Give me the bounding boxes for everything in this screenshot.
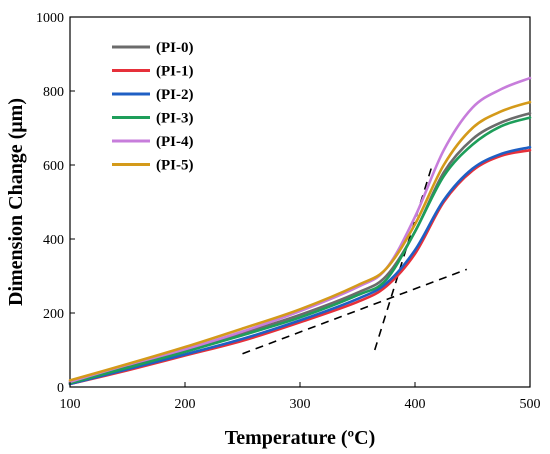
- x-tick-label: 500: [520, 397, 541, 412]
- tangent-line-2: [373, 164, 434, 351]
- series-line-pi-2: [68, 145, 532, 386]
- x-tick-label: 300: [290, 397, 311, 412]
- x-tick-label: 200: [175, 397, 196, 412]
- series-line-pi-4: [68, 76, 532, 384]
- y-tick-label: 0: [57, 381, 64, 396]
- legend-label: (PI-3): [156, 111, 194, 127]
- y-tick-label: 1000: [36, 11, 64, 26]
- x-tick-label: 100: [60, 397, 81, 412]
- y-axis-label: Dimension Change (μm): [5, 98, 27, 306]
- legend-label: (PI-5): [156, 158, 194, 174]
- legend: (PI-0) (PI-1) (PI-2) (PI-3) (PI-4) (PI-5): [112, 40, 194, 174]
- x-ticks: 100 200 300 400 500: [60, 382, 541, 412]
- x-axis-label: Temperature (ºC): [225, 427, 375, 449]
- y-tick-label: 600: [43, 159, 64, 174]
- y-ticks: 0 200 400 600 800 1000: [36, 11, 75, 396]
- legend-label: (PI-1): [156, 64, 194, 80]
- series-line-pi-5: [68, 100, 532, 382]
- legend-label: (PI-2): [156, 87, 194, 103]
- tangent-line-1: [242, 268, 468, 355]
- series-line-pi-1: [68, 148, 532, 386]
- legend-label: (PI-0): [156, 40, 194, 56]
- y-tick-label: 400: [43, 233, 64, 248]
- x-tick-label: 400: [405, 397, 426, 412]
- legend-label: (PI-4): [156, 134, 194, 150]
- y-tick-label: 200: [43, 307, 64, 322]
- y-tick-label: 800: [43, 85, 64, 100]
- series-line-pi-3: [68, 116, 532, 385]
- series-lines: [68, 76, 532, 386]
- tangent-lines: [242, 164, 468, 355]
